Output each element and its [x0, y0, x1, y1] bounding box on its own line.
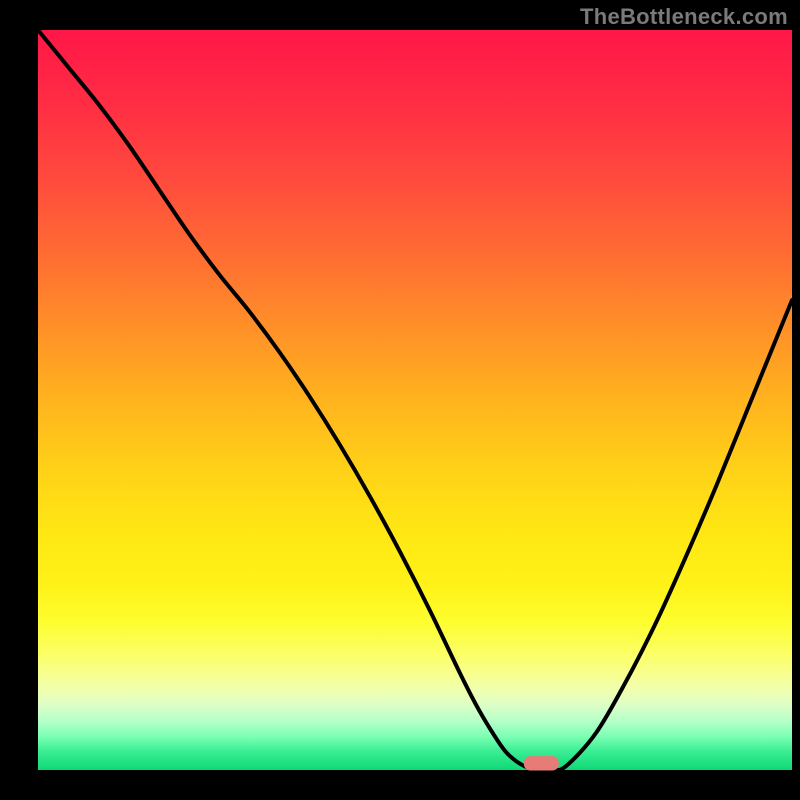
chart-stage: TheBottleneck.com [0, 0, 800, 800]
watermark-text: TheBottleneck.com [580, 4, 788, 30]
flat-minimum-marker [524, 757, 558, 770]
bottleneck-chart [0, 0, 800, 800]
plot-background-gradient [38, 30, 792, 770]
